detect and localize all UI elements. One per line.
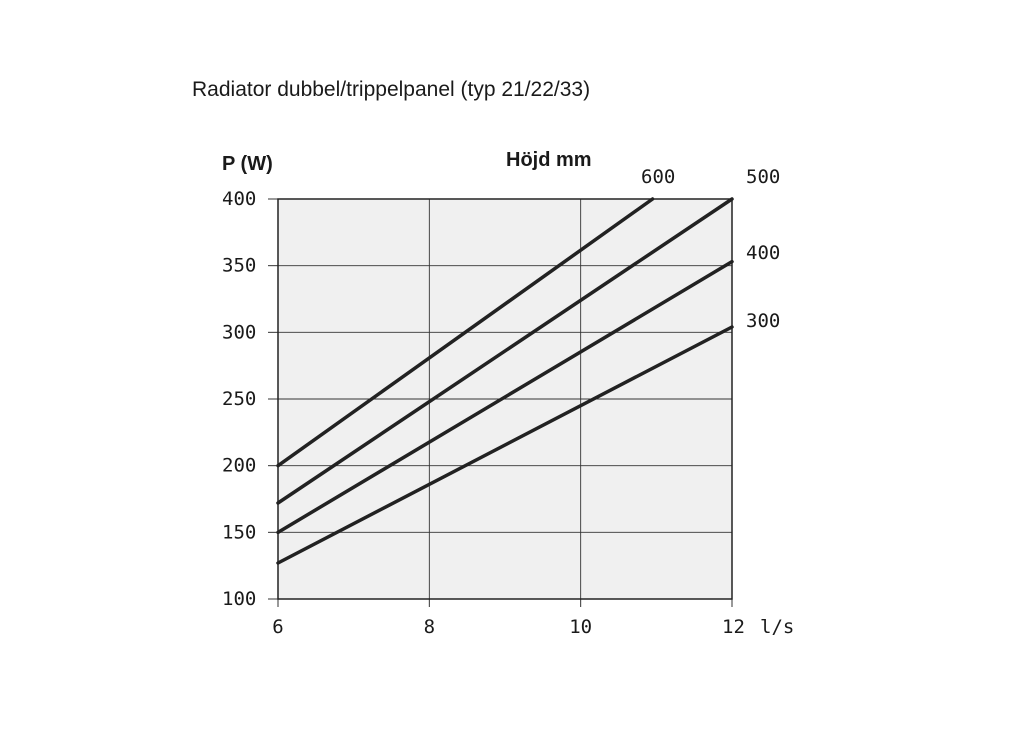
series-label-400: 400 (746, 242, 780, 264)
series-label-300: 300 (746, 310, 780, 332)
x-tick-label: 10 (569, 616, 592, 638)
series-line-600 (276, 197, 655, 468)
x-tick-label: 6 (272, 616, 283, 638)
y-tick-label: 200 (222, 455, 256, 477)
tick-labels: 100 150 200 250 300 350 400 6 8 10 12 (222, 188, 745, 638)
y-tick-label: 100 (222, 588, 256, 610)
y-tick-label: 250 (222, 388, 256, 410)
series-labels: 600 500 400 300 (641, 166, 780, 332)
y-tick-label: 150 (222, 521, 256, 543)
series-line-400 (276, 259, 734, 535)
legend-title: Höjd mm (506, 149, 592, 171)
series-line-300 (276, 325, 734, 565)
x-tick-label: 12 (722, 616, 745, 638)
series-label-500: 500 (746, 166, 780, 188)
series-line-500 (276, 197, 734, 505)
y-tick-label: 400 (222, 188, 256, 210)
x-tick-label: 8 (424, 616, 435, 638)
x-axis-unit: l/s (760, 616, 794, 638)
y-axis-label: P (W) (222, 153, 273, 175)
plot-frame (277, 198, 733, 600)
axes (268, 198, 733, 607)
y-tick-label: 350 (222, 255, 256, 277)
series-lines (276, 197, 734, 565)
chart-title: Radiator dubbel/trippelpanel (typ 21/22/… (192, 78, 591, 101)
y-tick-label: 300 (222, 321, 256, 343)
series-label-600: 600 (641, 166, 675, 188)
